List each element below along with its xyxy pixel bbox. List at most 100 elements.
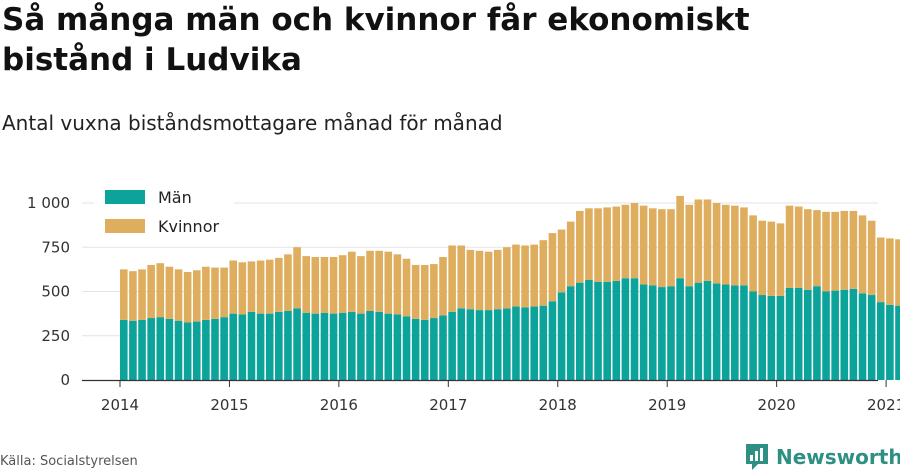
bar-man	[439, 315, 447, 380]
bar-kvinnor	[685, 204, 694, 287]
bar-kvinnor	[603, 207, 611, 282]
bar-man	[329, 313, 338, 380]
bar-man	[639, 284, 648, 380]
bar-man	[566, 286, 575, 380]
bar-man	[612, 280, 621, 380]
legend-swatch-man	[105, 190, 145, 204]
y-axis-ticks: 0 250 500 750 1 000	[27, 194, 70, 389]
legend-label-man: Män	[158, 188, 192, 207]
bar-man	[420, 319, 429, 380]
legend-swatch-kvinnor	[105, 219, 145, 233]
bar-kvinnor	[357, 256, 365, 314]
y-tick-label: 1 000	[27, 194, 70, 212]
chart-title: Så många män och kvinnor får ekonomiskt …	[2, 2, 750, 78]
bar-kvinnor	[612, 206, 621, 281]
bar-man	[211, 318, 219, 380]
bar-man	[767, 295, 776, 380]
bar-kvinnor	[512, 244, 520, 307]
y-tick-label: 750	[41, 238, 70, 256]
x-tick-label: 2017	[429, 396, 467, 414]
bar-man	[685, 286, 694, 380]
bar-man	[138, 319, 146, 380]
bar-kvinnor	[776, 223, 785, 296]
bar-kvinnor	[667, 209, 675, 287]
bar-man	[521, 307, 529, 380]
bar-man	[183, 322, 192, 380]
bar-man	[275, 311, 283, 380]
bar-kvinnor	[648, 208, 657, 286]
bar-kvinnor	[712, 203, 721, 284]
x-tick-label: 2014	[101, 396, 139, 414]
bar-kvinnor	[867, 220, 876, 296]
bar-kvinnor	[439, 256, 447, 316]
bar-kvinnor	[785, 205, 794, 288]
bar-kvinnor	[576, 210, 584, 283]
bar-kvinnor	[420, 264, 429, 320]
bar-man	[165, 318, 174, 380]
bar-kvinnor	[539, 240, 548, 306]
bar-man	[129, 320, 137, 380]
bar-man	[238, 314, 247, 380]
brand-logo: Newsworthy	[744, 440, 900, 474]
bar-man	[393, 314, 402, 380]
brand-name: Newsworthy	[776, 445, 900, 469]
stacked-bar-chart: 0 250 500 750 1 000 2014 2015 2016 2017 2018 2019…	[27, 188, 900, 414]
bar-kvinnor	[393, 254, 402, 315]
bar-man	[731, 285, 739, 380]
bar-man	[256, 313, 265, 380]
bar-man	[302, 312, 310, 380]
bar-man	[758, 295, 766, 380]
bar-kvinnor	[302, 256, 310, 313]
bar-kvinnor	[265, 259, 274, 314]
bar-kvinnor	[475, 250, 484, 311]
bar-kvinnor	[895, 239, 900, 306]
bar-man	[621, 278, 630, 380]
bar-kvinnor	[338, 255, 347, 313]
bar-man	[749, 291, 757, 380]
bar-man	[293, 308, 301, 380]
bar-kvinnor	[731, 205, 739, 286]
bar-man	[338, 312, 347, 380]
bar-man	[430, 318, 438, 380]
bar-kvinnor	[876, 237, 885, 303]
bar-kvinnor	[658, 209, 666, 288]
x-tick-label: 2016	[320, 396, 358, 414]
bar-man	[192, 321, 201, 380]
bar-kvinnor	[639, 205, 648, 285]
bar-kvinnor	[493, 249, 502, 310]
x-tick-label: 2015	[210, 396, 248, 414]
bar-kvinnor	[147, 264, 155, 319]
bar-kvinnor	[457, 245, 466, 309]
bar-kvinnor	[375, 250, 383, 312]
bar-man	[849, 288, 858, 380]
bar-man	[375, 311, 383, 380]
bar-man	[348, 311, 356, 380]
bar-man	[284, 310, 292, 380]
bar-kvinnor	[557, 229, 566, 293]
bar-kvinnor	[311, 256, 320, 314]
bar-kvinnor	[229, 260, 238, 314]
bar-man	[794, 287, 803, 380]
bar-kvinnor	[430, 264, 438, 319]
bar-man	[557, 292, 566, 380]
legend-label-kvinnor: Kvinnor	[158, 217, 219, 236]
bar-man	[402, 316, 411, 380]
bar-kvinnor	[129, 271, 137, 321]
bar-man	[785, 287, 794, 380]
bar-kvinnor	[758, 220, 766, 296]
source-note: Källa: Socialstyrelsen	[0, 454, 138, 469]
bar-man	[320, 312, 329, 380]
bar-kvinnor	[794, 206, 803, 288]
bar-kvinnor	[247, 261, 256, 312]
bar-kvinnor	[822, 211, 830, 292]
bar-kvinnor	[366, 250, 374, 311]
y-tick-label: 500	[41, 283, 70, 301]
bar-man	[457, 308, 466, 380]
bar-kvinnor	[329, 256, 338, 314]
bar-man	[813, 286, 821, 380]
bar-kvinnor	[156, 263, 165, 318]
bar-man	[229, 313, 238, 380]
bar-man	[147, 318, 155, 380]
bar-man	[831, 290, 839, 380]
bar-man	[585, 279, 593, 380]
